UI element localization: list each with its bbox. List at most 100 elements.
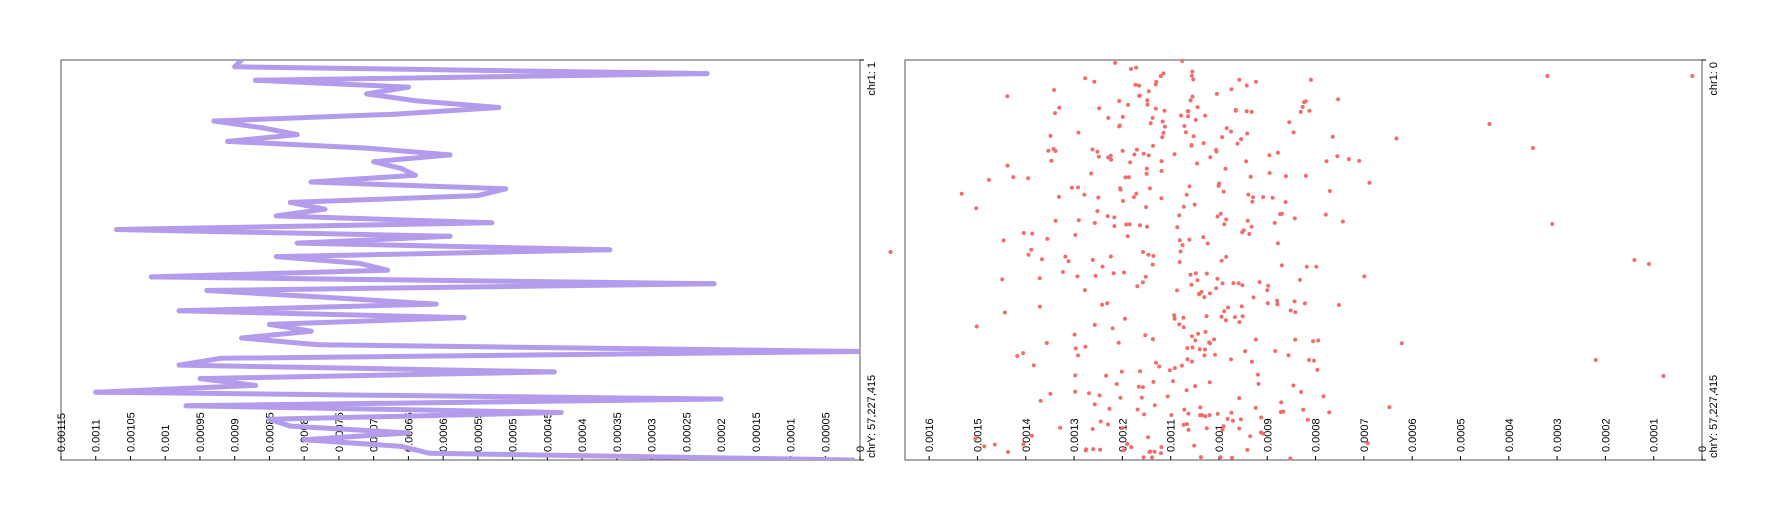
scatter-point bbox=[1150, 115, 1155, 120]
scatter-point bbox=[1243, 349, 1248, 354]
scatter-point bbox=[1275, 298, 1280, 303]
scatter-point bbox=[1248, 174, 1253, 179]
scatter-point bbox=[1113, 60, 1118, 65]
value-axis-tick-label: 0.00025 bbox=[681, 412, 693, 452]
scatter-point bbox=[1177, 322, 1182, 327]
scatter-point bbox=[1108, 153, 1113, 158]
scatter-point bbox=[1308, 77, 1313, 82]
scatter-point bbox=[1235, 141, 1240, 146]
scatter-point bbox=[1181, 325, 1186, 330]
scatter-point bbox=[1224, 126, 1229, 131]
scatter-point bbox=[1188, 272, 1193, 277]
value-axis-tick-label: 0.00035 bbox=[612, 412, 624, 452]
track-frame bbox=[904, 59, 1703, 461]
scatter-point bbox=[1273, 349, 1278, 353]
value-axis-tick-label: 0.00095 bbox=[195, 412, 207, 452]
scatter-point bbox=[1248, 434, 1253, 439]
scatter-point bbox=[1545, 74, 1550, 78]
scatter-point bbox=[1292, 299, 1297, 304]
scatter-point bbox=[1127, 222, 1132, 227]
value-axis-tick-label: 0.0004 bbox=[577, 418, 589, 452]
scatter-point bbox=[1172, 313, 1177, 318]
line-segment bbox=[364, 91, 418, 104]
scatter-point bbox=[1161, 130, 1166, 135]
scatter-point bbox=[1060, 270, 1065, 274]
scatter-point bbox=[1182, 124, 1187, 128]
scatter-point bbox=[1204, 426, 1209, 431]
scatter-point bbox=[1204, 314, 1209, 319]
scatter-point bbox=[1126, 102, 1131, 107]
scatter-point bbox=[1075, 274, 1080, 279]
value-axis-tick-label: 0.00115 bbox=[56, 413, 68, 452]
scatter-point bbox=[1030, 231, 1035, 236]
scatter-point bbox=[1197, 347, 1202, 352]
scatter-point bbox=[1146, 89, 1151, 94]
scatter-point bbox=[1040, 257, 1044, 262]
value-axis-tick-label: 0.0011 bbox=[1166, 419, 1178, 452]
scatter-point bbox=[1148, 121, 1153, 126]
scatter-point bbox=[1190, 359, 1194, 364]
scatter-point bbox=[1272, 220, 1277, 225]
scatter-point bbox=[1159, 169, 1164, 173]
scatter-point bbox=[1185, 346, 1190, 351]
scatter-point bbox=[1146, 252, 1151, 257]
scatter-point bbox=[1244, 83, 1249, 88]
scatter-point bbox=[1193, 117, 1198, 122]
scatter-point bbox=[1299, 390, 1304, 394]
scatter-point bbox=[1141, 250, 1145, 254]
scatter-point bbox=[1066, 259, 1071, 264]
scatter-point bbox=[1144, 171, 1149, 176]
scatter-point bbox=[1131, 195, 1136, 200]
scatter-point bbox=[1298, 109, 1303, 114]
value-axis-tick-label: 0.0011 bbox=[91, 419, 103, 452]
scatter-point bbox=[1120, 114, 1125, 119]
scatter-point bbox=[1057, 194, 1061, 199]
scatter-point bbox=[1305, 417, 1310, 422]
scatter-point bbox=[1340, 219, 1345, 224]
scatter-point bbox=[1186, 411, 1191, 416]
scatter-point bbox=[1237, 77, 1242, 82]
scatter-point bbox=[1109, 157, 1114, 162]
line-segment bbox=[301, 437, 404, 449]
scatter-point bbox=[1192, 443, 1197, 448]
line-segment bbox=[211, 111, 397, 124]
scatter-point bbox=[1152, 449, 1157, 454]
scatter-point bbox=[1135, 284, 1140, 289]
scatter-point bbox=[1092, 221, 1097, 225]
scatter-point bbox=[1031, 363, 1036, 368]
scatter-point bbox=[1083, 76, 1088, 81]
scatter-point bbox=[1150, 262, 1155, 267]
scatter-point bbox=[1237, 426, 1242, 431]
value-axis-tick-label: 0.0002 bbox=[716, 418, 728, 452]
scatter-point bbox=[1100, 264, 1105, 269]
scatter-point bbox=[1098, 419, 1103, 424]
scatter-point bbox=[1229, 129, 1233, 134]
line-track-panel: 0.00115 0.0011 0.00105 0.001 0.00095 0.0009 0.… bbox=[56, 59, 878, 461]
scatter-point bbox=[1185, 422, 1189, 427]
scatter-point bbox=[1184, 130, 1188, 135]
scatter-point bbox=[1083, 344, 1088, 349]
scatter-point bbox=[1097, 393, 1102, 398]
scatter-point bbox=[1202, 295, 1207, 300]
scatter-point bbox=[1187, 237, 1192, 242]
scatter-point bbox=[1267, 153, 1272, 158]
scatter-point bbox=[1141, 151, 1146, 156]
scatter-point bbox=[1123, 175, 1128, 180]
line-segment bbox=[204, 288, 328, 300]
scatter-point bbox=[1215, 411, 1220, 416]
scatter-point bbox=[1110, 326, 1115, 331]
scatter-point bbox=[1327, 189, 1332, 193]
scatter-point bbox=[1205, 241, 1210, 246]
scatter-point bbox=[1180, 243, 1185, 248]
scatter-point bbox=[1144, 166, 1149, 171]
value-axis-tick-label: 0.0006 bbox=[438, 418, 450, 452]
scatter-point bbox=[1487, 122, 1492, 126]
scatter-point bbox=[1138, 223, 1142, 228]
scatter-point bbox=[1177, 260, 1182, 264]
scatter-point bbox=[1249, 109, 1254, 114]
scatter-point bbox=[1275, 241, 1280, 246]
scatter-point bbox=[1143, 333, 1148, 338]
line-segment bbox=[197, 369, 557, 382]
genome-axis-start-label: chr1: 0 bbox=[1708, 62, 1720, 96]
